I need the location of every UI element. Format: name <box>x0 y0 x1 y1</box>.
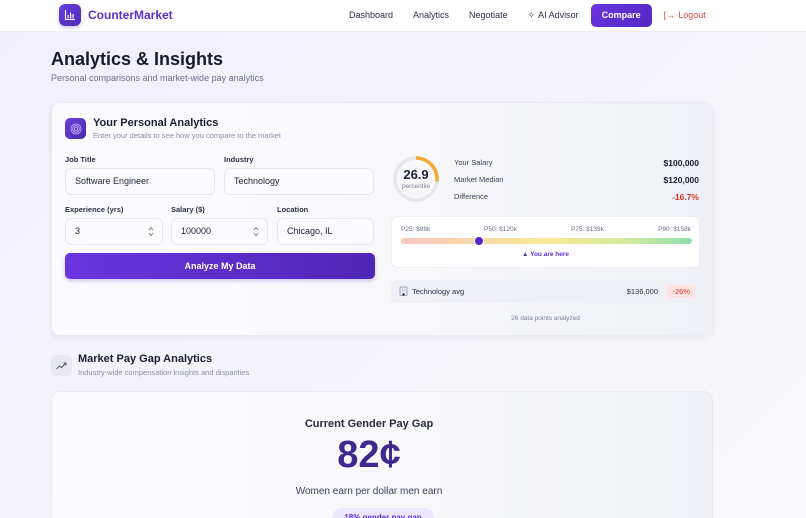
personal-title: Your Personal Analytics <box>93 117 219 129</box>
market-title: Market Pay Gap Analytics <box>78 353 213 365</box>
page-subtitle: Personal comparisons and market-wide pay… <box>51 73 264 83</box>
nav-links: Dashboard Analytics Negotiate ✧ AI Advis… <box>349 3 706 27</box>
analyze-button[interactable]: Analyze My Data <box>65 253 375 279</box>
p90-label: P90: $158k <box>658 226 691 233</box>
job-title-input[interactable]: Software Engineer <box>65 168 215 195</box>
experience-label: Experience (yrs) <box>65 205 124 214</box>
logout-label: Logout <box>678 10 706 20</box>
percentile-label: percentile <box>401 183 431 190</box>
difference-label: Difference <box>454 192 489 201</box>
percentile-gauge <box>393 156 439 202</box>
nav-ai-advisor-label: AI Advisor <box>538 10 579 20</box>
difference-value: -16.7% <box>672 192 699 202</box>
stepper-icon[interactable] <box>253 226 259 237</box>
logout-button[interactable]: [→ Logout <box>664 10 706 20</box>
percentile-bar <box>401 238 692 244</box>
salary-label: Salary ($) <box>171 205 205 214</box>
page-title: Analytics & Insights <box>51 49 224 69</box>
bar-chart-logo-icon <box>59 4 81 26</box>
salary-input[interactable]: 100000 <box>171 218 268 245</box>
your-salary-value: $100,000 <box>663 158 699 168</box>
data-points-note: 26 data points analyzed <box>511 315 580 322</box>
you-are-here-label: ▲ You are here <box>521 251 570 258</box>
industry-comparison-row: Technology avg $136,000 -26% <box>391 280 700 303</box>
p75-label: P75: $139k <box>571 226 604 233</box>
nav-analytics[interactable]: Analytics <box>413 10 450 20</box>
nav-negotiate[interactable]: Negotiate <box>469 10 508 20</box>
p50-label: P50: $120k <box>484 226 517 233</box>
salary-value: 100000 <box>181 226 212 236</box>
location-label: Location <box>277 205 309 214</box>
industry-diff-badge: -26% <box>667 285 695 298</box>
your-salary-label: Your Salary <box>454 158 493 167</box>
job-title-label: Job Title <box>65 155 96 164</box>
industry-input[interactable]: Technology <box>224 168 374 195</box>
market-median-value: $120,000 <box>663 175 699 185</box>
gap-title: Current Gender Pay Gap <box>304 418 434 430</box>
industry-avg-value: $136,000 <box>626 287 658 296</box>
logout-icon: [→ <box>663 10 676 20</box>
industry-avg-label: Technology avg <box>412 287 465 296</box>
brand-name: CounterMarket <box>88 8 173 22</box>
top-nav: CounterMarket Dashboard Analytics Negoti… <box>0 0 806 32</box>
stepper-icon[interactable] <box>148 226 154 237</box>
percentile-range-box: P25: $98k P50: $120k P75: $139k P90: $15… <box>391 216 700 268</box>
gap-value: 82¢ <box>337 434 401 476</box>
industry-label: Industry <box>224 155 254 164</box>
brand[interactable]: CounterMarket <box>59 4 173 26</box>
sparkle-icon: ✧ <box>527 9 536 20</box>
experience-input[interactable]: 3 <box>65 218 163 245</box>
gap-description: Women earn per dollar men earn <box>295 486 443 497</box>
you-marker <box>475 237 483 245</box>
personal-analytics-card: Your Personal Analytics Enter your detai… <box>51 102 713 336</box>
fingerprint-icon <box>65 118 86 139</box>
trending-up-icon <box>51 355 72 376</box>
market-median-label: Market Median <box>454 175 504 184</box>
building-icon <box>399 286 408 296</box>
nav-ai-advisor[interactable]: ✧ AI Advisor <box>528 10 579 21</box>
nav-dashboard[interactable]: Dashboard <box>349 10 394 20</box>
location-input[interactable]: Chicago, IL <box>277 218 374 245</box>
personal-subtitle: Enter your details to see how you compar… <box>93 131 282 140</box>
market-subtitle: Industry-wide compensation insights and … <box>78 368 250 377</box>
gap-badge: 18% gender pay gap <box>332 508 434 518</box>
percentile-value: 26.9 <box>403 167 429 182</box>
compare-button[interactable]: Compare <box>590 3 652 27</box>
p25-label: P25: $98k <box>401 226 431 233</box>
experience-value: 3 <box>75 226 81 236</box>
gender-pay-gap-card: Current Gender Pay Gap 82¢ Women earn pe… <box>51 391 713 518</box>
